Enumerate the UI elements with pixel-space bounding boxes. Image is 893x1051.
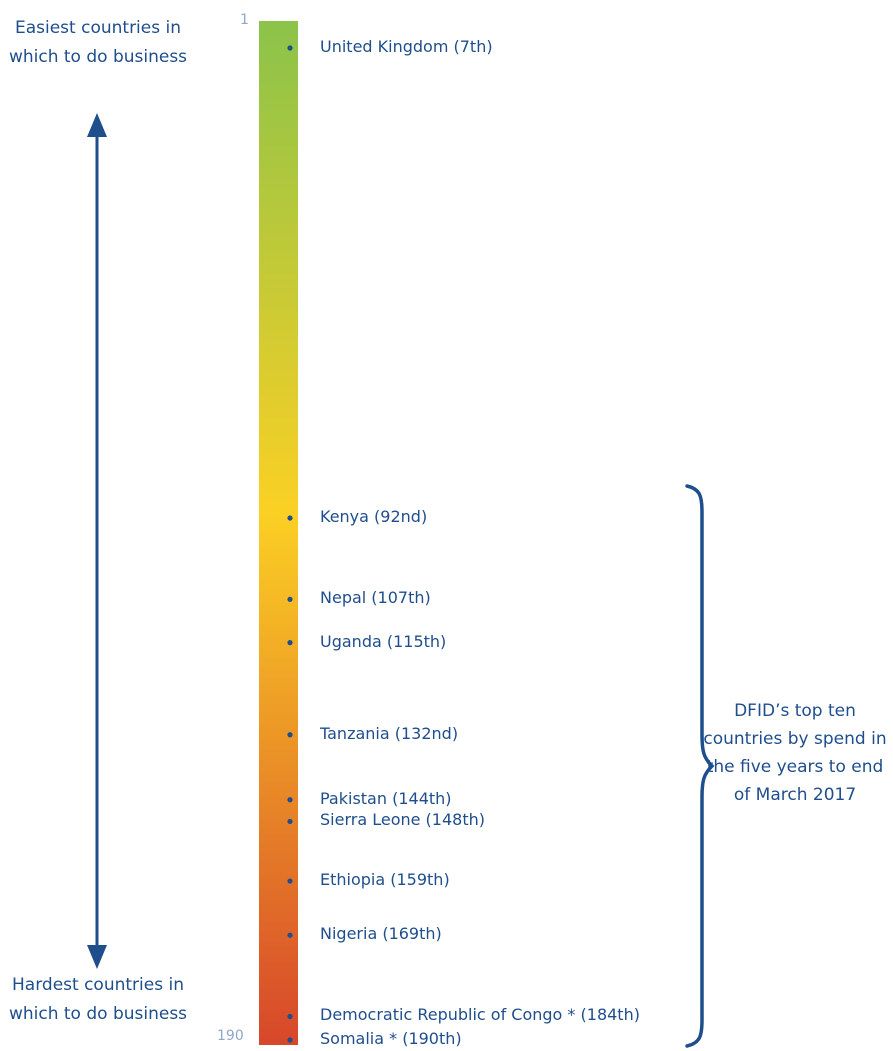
brace-label: DFID’s top ten countries by spend in the… [703,701,887,805]
country-label: Uganda (115th) [320,631,447,651]
arrow-up-head [87,113,107,137]
rank-dot [287,818,293,825]
country-label: Tanzania (132nd) [320,723,459,743]
hardest-label: Hardest countries in which to do busines… [8,975,188,1024]
rank-dot [287,732,293,738]
rank-dot [287,797,293,803]
rank-scale-bar [259,21,298,1045]
country-label: Kenya (92nd) [320,507,428,527]
country-label: Somalia * (190th) [320,1029,462,1048]
rank-dot [287,596,293,602]
top-ten-brace [685,484,715,1048]
country-label: Nepal (107th) [320,588,431,608]
tick-label-top: 1 [240,12,249,28]
rank-dots [287,45,293,1043]
rank-dot [287,515,293,521]
rank-dot [287,932,293,938]
country-label: United Kingdom (7th) [320,37,493,56]
country-label: Nigeria (169th) [320,924,442,944]
easiest-hardest-arrow [87,113,107,969]
rank-dot [287,878,293,884]
arrow-down-head [87,945,107,969]
rank-dot [287,640,293,646]
country-label: Pakistan (144th) [320,788,452,808]
rank-dot [287,1037,293,1043]
rank-dot [287,45,293,51]
country-label: Sierra Leone (148th) [320,810,485,830]
tick-label-bottom: 190 [217,1028,244,1044]
rank-dot [287,1013,293,1020]
country-label: Ethiopia (159th) [320,870,450,890]
easiest-label: Easiest countries in which to do busines… [8,18,188,67]
country-label: Democratic Republic of Congo * (184th) [320,1005,640,1025]
